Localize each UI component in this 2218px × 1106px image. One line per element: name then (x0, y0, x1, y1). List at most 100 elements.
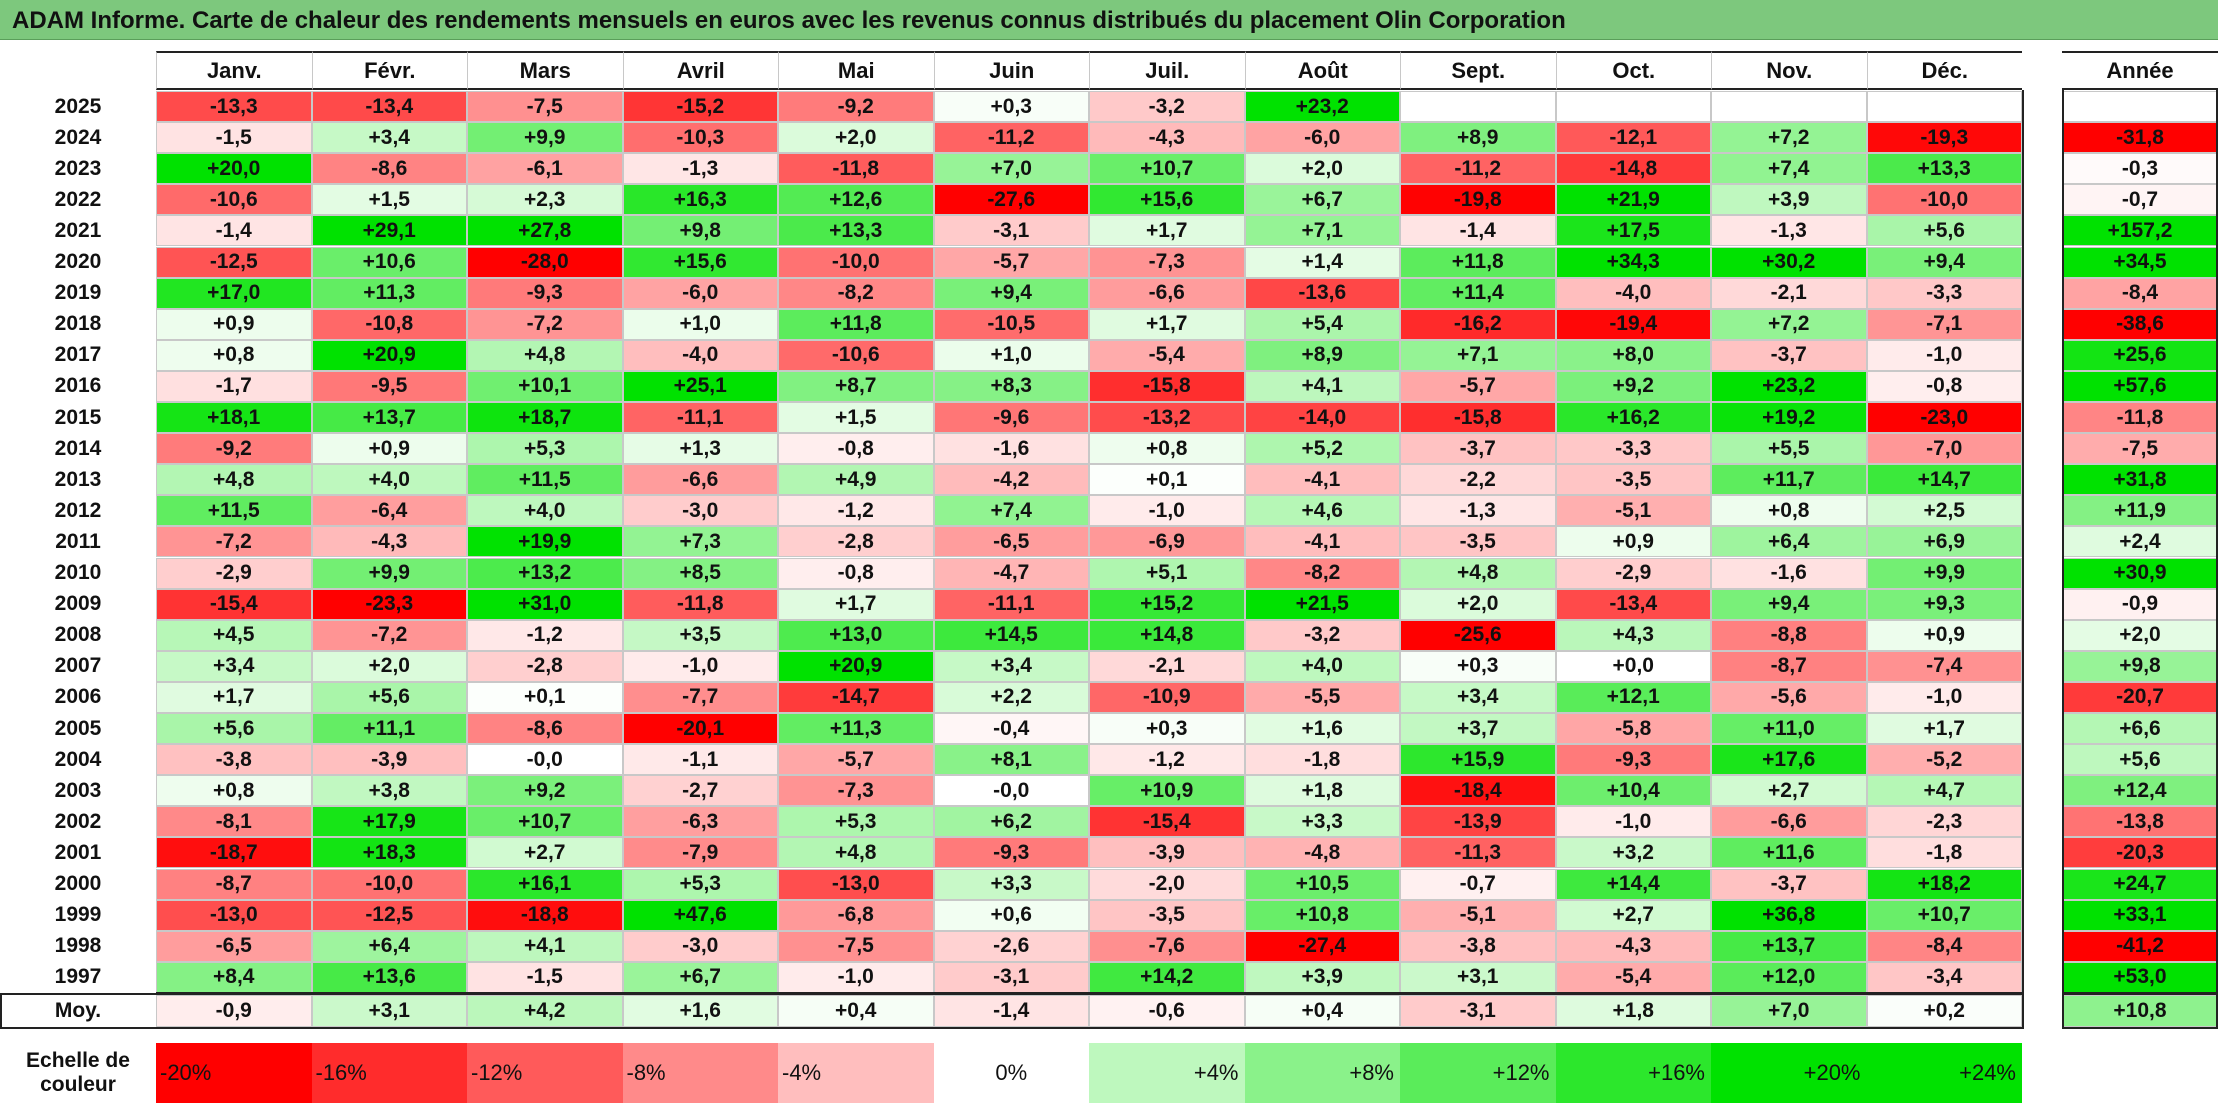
heatmap-cell: +1,0 (933, 339, 1089, 371)
heatmap-cell: -1,0 (622, 650, 778, 682)
heatmap-cell: -9,6 (933, 402, 1089, 434)
heatmap-cell: +14,8 (1089, 619, 1245, 651)
heatmap-cell: -13,3 (156, 91, 312, 123)
heatmap-cell: -6,9 (1089, 526, 1245, 558)
heatmap-cell: +11,4 (1400, 277, 1556, 309)
heatmap-cell: +2,7 (1711, 775, 1867, 807)
heatmap-cell: -19,4 (1555, 308, 1711, 340)
heatmap-cell: -15,4 (156, 588, 312, 620)
heatmap-cell: -0,8 (778, 557, 934, 589)
heatmap-cell: +25,1 (622, 370, 778, 402)
heatmap-cell: +3,4 (933, 650, 1089, 682)
heatmap-cell: +10,5 (1244, 868, 1400, 900)
heatmap-cell: +21,5 (1244, 588, 1400, 620)
row-year-label: 2019 (54, 281, 102, 305)
heatmap-cell: -7,9 (622, 837, 778, 869)
heatmap-cell: +36,8 (1711, 899, 1867, 931)
scale-swatch: +12% (1400, 1043, 1556, 1103)
heatmap-cell: +3,3 (1244, 806, 1400, 838)
annual-cell: +31,8 (2062, 464, 2218, 496)
annual-cell (2062, 91, 2218, 123)
heatmap-cell: -23,0 (1866, 402, 2022, 434)
heatmap-cell: -2,9 (1555, 557, 1711, 589)
heatmap-cell: -20,1 (622, 713, 778, 745)
heatmap-cell: +21,9 (1555, 184, 1711, 216)
heatmap-cell: -5,5 (1244, 681, 1400, 713)
heatmap-cell: +11,8 (1400, 246, 1556, 278)
heatmap-cell: -8,7 (1711, 650, 1867, 682)
heatmap-cell: -19,8 (1400, 184, 1556, 216)
heatmap-cell: -7,2 (467, 308, 623, 340)
heatmap-cell: -5,4 (1089, 339, 1245, 371)
heatmap-cell (1400, 91, 1556, 123)
heatmap-cell: +23,2 (1711, 370, 1867, 402)
heatmap-cell: -1,5 (156, 122, 312, 154)
heatmap-cell: +8,7 (778, 370, 934, 402)
annual-cell: +157,2 (2062, 215, 2218, 247)
heatmap-cell: -5,7 (778, 744, 934, 776)
heatmap-cell: -5,1 (1400, 899, 1556, 931)
heatmap-cell: -12,5 (156, 246, 312, 278)
heatmap-cell: +1,6 (1244, 713, 1400, 745)
heatmap-cell: +0,1 (1089, 464, 1245, 496)
heatmap-cell: +15,6 (1089, 184, 1245, 216)
heatmap-cell: +5,5 (1711, 433, 1867, 465)
heatmap-cell: -6,6 (1089, 277, 1245, 309)
row-year-label: 2017 (54, 343, 102, 367)
heatmap-cell: -5,4 (1555, 961, 1711, 993)
heatmap-cell: +11,7 (1711, 464, 1867, 496)
heatmap-cell: +3,4 (311, 122, 467, 154)
heatmap-cell: +4,8 (778, 837, 934, 869)
annual-cell: +12,4 (2062, 775, 2218, 807)
heatmap-cell: +13,7 (311, 402, 467, 434)
heatmap-cell: -18,7 (156, 837, 312, 869)
heatmap-cell: +9,9 (1866, 557, 2022, 589)
heatmap-cell: +8,0 (1555, 339, 1711, 371)
heatmap-cell: +13,2 (467, 557, 623, 589)
heatmap-cell: +4,8 (467, 339, 623, 371)
average-cell: +4,2 (467, 995, 623, 1027)
heatmap-cell: -16,2 (1400, 308, 1556, 340)
title-bar: ADAM Informe. Carte de chaleur des rende… (0, 0, 2218, 40)
row-year-label: 2021 (54, 218, 102, 242)
heatmap-cell: +0,8 (156, 339, 312, 371)
heatmap-cell: +3,1 (1400, 961, 1556, 993)
heatmap-cell: +17,9 (311, 806, 467, 838)
annual-cell: -8,4 (2062, 277, 2218, 309)
heatmap-cell: -3,9 (311, 744, 467, 776)
heatmap-cell: -0,8 (1866, 370, 2022, 402)
annual-cell: -0,9 (2062, 588, 2218, 620)
row-year-label: 2020 (54, 250, 102, 274)
heatmap-cell: -10,0 (778, 246, 934, 278)
heatmap-cell: +4,0 (467, 495, 623, 527)
scale-swatch: 0% (933, 1043, 1089, 1103)
annual-cell: -41,2 (2062, 930, 2218, 962)
heatmap-cell: +17,6 (1711, 744, 1867, 776)
heatmap-cell: -15,8 (1089, 370, 1245, 402)
heatmap-cell: -13,0 (778, 868, 934, 900)
heatmap-cell: +23,2 (1244, 91, 1400, 123)
heatmap-cell: -1,7 (156, 370, 312, 402)
annual-cell: +57,6 (2062, 370, 2218, 402)
heatmap-cell: -5,6 (1711, 681, 1867, 713)
heatmap-cell: +1,7 (778, 588, 934, 620)
heatmap-cell: +3,7 (1400, 713, 1556, 745)
heatmap-cell: +17,0 (156, 277, 312, 309)
heatmap-cell: -0,4 (933, 713, 1089, 745)
heatmap-cell: +0,8 (1089, 433, 1245, 465)
scale-label: Echelle de couleur (0, 1043, 156, 1103)
heatmap-cell: +7,3 (622, 526, 778, 558)
heatmap-cell: +10,6 (311, 246, 467, 278)
annual-cell: +11,9 (2062, 495, 2218, 527)
heatmap-cell: +16,3 (622, 184, 778, 216)
annual-cell: +6,6 (2062, 713, 2218, 745)
heatmap-cell: -27,4 (1244, 930, 1400, 962)
heatmap-cell: +9,3 (1866, 588, 2022, 620)
heatmap-cell: +3,2 (1555, 837, 1711, 869)
heatmap-cell: +11,3 (778, 713, 934, 745)
heatmap-cell: -13,2 (1089, 402, 1245, 434)
heatmap-cell: -2,1 (1089, 650, 1245, 682)
annual-cell: -13,8 (2062, 806, 2218, 838)
heatmap-cell: -10,6 (778, 339, 934, 371)
heatmap-cell: -4,3 (1555, 930, 1711, 962)
